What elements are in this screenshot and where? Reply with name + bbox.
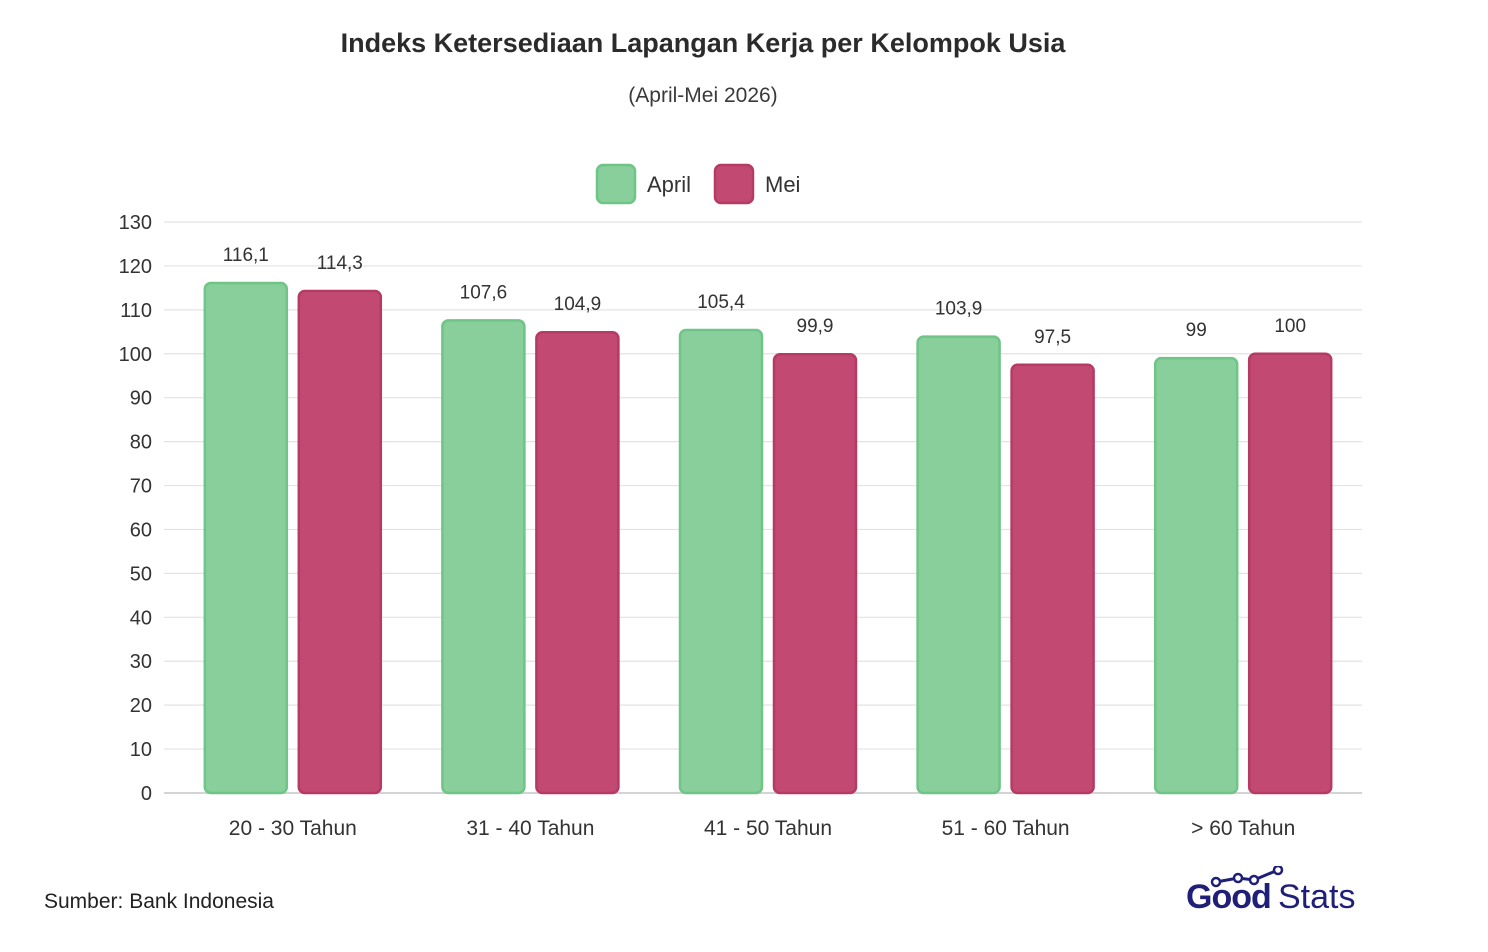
bar-april	[203, 281, 289, 795]
y-tick-label: 50	[130, 563, 152, 585]
logo-text-stats: Stats	[1278, 878, 1356, 916]
y-tick-label: 100	[119, 344, 152, 366]
y-tick-label: 40	[130, 607, 152, 629]
data-label: 114,3	[317, 253, 363, 274]
legend-swatch-mei	[713, 163, 755, 205]
y-tick-label: 0	[141, 783, 152, 805]
chart-title: Indeks Ketersediaan Lapangan Kerja per K…	[340, 28, 1066, 58]
legend-label-mei: Mei	[765, 172, 800, 197]
x-tick-label: 31 - 40 Tahun	[466, 817, 594, 840]
logo-text-good: Good	[1186, 878, 1272, 916]
y-tick-label: 60	[130, 519, 152, 541]
data-label: 99	[1186, 320, 1207, 341]
data-label: 100	[1274, 316, 1306, 337]
x-tick-label: 51 - 60 Tahun	[942, 817, 1070, 840]
bar-mei	[772, 352, 858, 795]
bar-april	[441, 319, 526, 795]
y-tick-label: 120	[119, 256, 152, 278]
x-tick-label: 20 - 30 Tahun	[229, 817, 357, 840]
logo-trend-icon	[1210, 866, 1284, 888]
data-label: 103,9	[935, 299, 983, 320]
data-label: 116,1	[223, 245, 269, 266]
y-tick-label: 90	[130, 388, 152, 410]
data-label: 107,6	[460, 282, 508, 303]
data-label: 105,4	[697, 292, 745, 313]
source-note: Sumber: Bank Indonesia	[44, 890, 274, 913]
bar-april	[678, 328, 764, 795]
chart-subtitle: (April-Mei 2026)	[628, 84, 778, 107]
data-label: 97,5	[1034, 327, 1071, 348]
bar-mei	[535, 330, 620, 795]
legend-swatch-april	[595, 163, 637, 205]
y-tick-label: 10	[130, 739, 152, 761]
y-tick-label: 110	[120, 300, 152, 322]
legend-label-april: April	[647, 172, 691, 197]
bar-april	[1153, 356, 1239, 795]
data-label: 99,9	[797, 316, 834, 337]
data-label: 104,9	[554, 294, 602, 315]
x-tick-label: > 60 Tahun	[1191, 817, 1295, 840]
y-tick-label: 80	[130, 432, 152, 454]
bar-mei	[1010, 363, 1095, 795]
bar-mei	[1247, 352, 1333, 795]
y-tick-label: 20	[130, 695, 152, 717]
y-tick-label: 70	[130, 476, 152, 498]
goodstats-logo: Good Stats	[1186, 866, 1366, 918]
y-tick-label: 130	[119, 212, 152, 234]
bar-april	[916, 335, 1001, 795]
y-tick-label: 30	[130, 651, 152, 673]
bar-mei	[297, 289, 383, 795]
x-tick-label: 41 - 50 Tahun	[704, 817, 832, 840]
